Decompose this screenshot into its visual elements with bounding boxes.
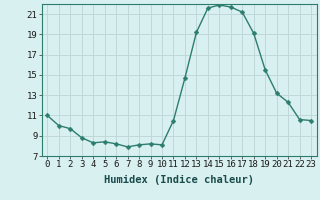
X-axis label: Humidex (Indice chaleur): Humidex (Indice chaleur) xyxy=(104,175,254,185)
